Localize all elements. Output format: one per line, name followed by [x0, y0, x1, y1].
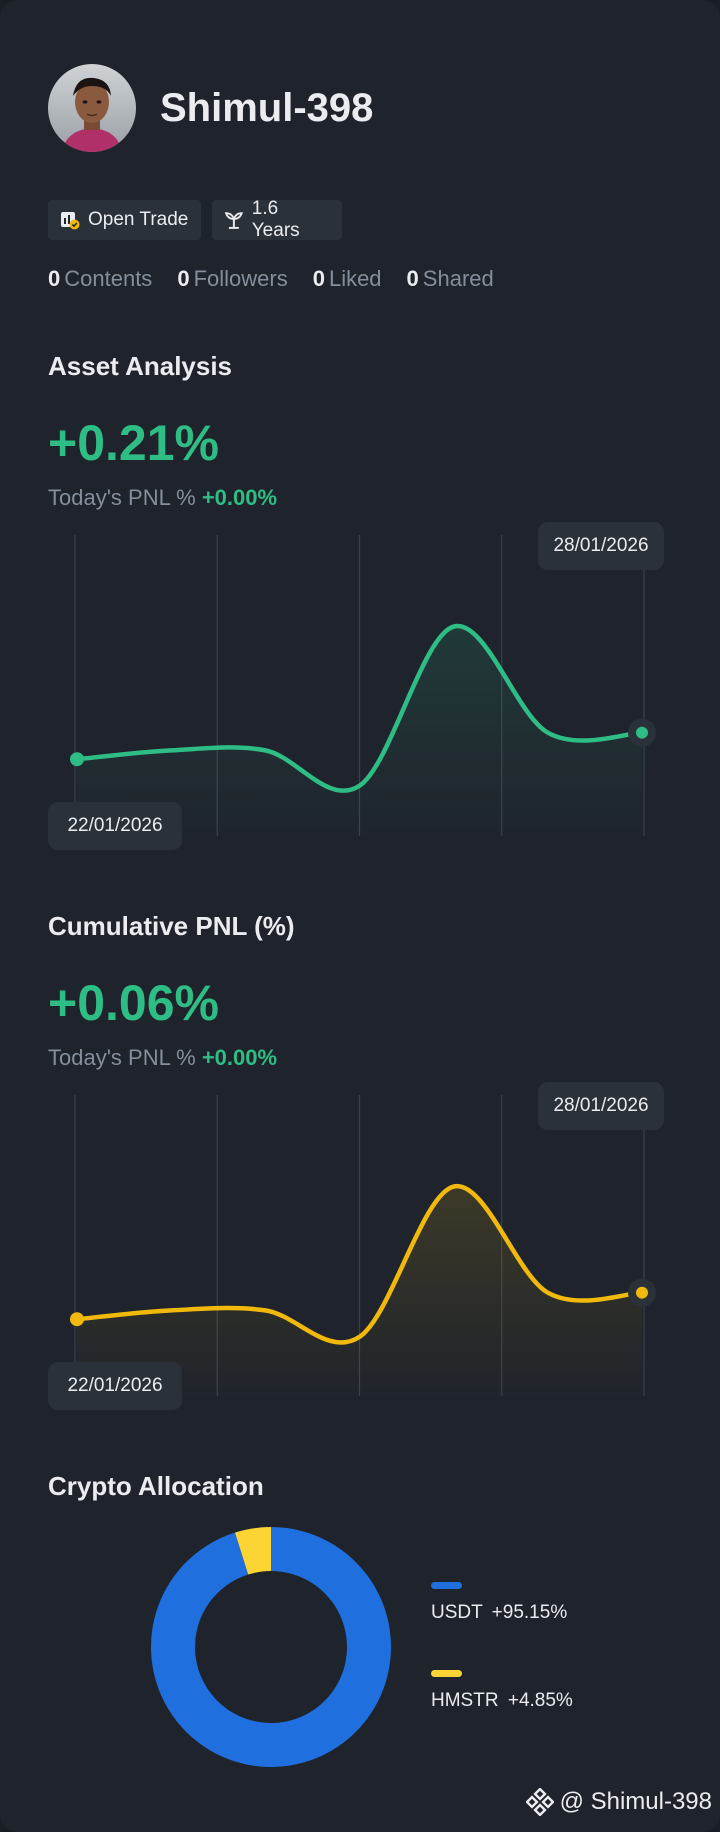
series-line — [74, 1184, 645, 1345]
legend-item-usdt: USDT +95.15% — [431, 1582, 567, 1625]
today-pnl-label: Today's PNL % — [48, 1045, 196, 1070]
stat-label: Contents — [64, 266, 153, 291]
legend-swatch — [431, 1670, 462, 1677]
cumulative-pnl-title: Cumulative PNL (%) — [48, 911, 295, 941]
legend-text: HMSTR +4.85% — [431, 1689, 573, 1713]
today-pnl-value: +0.00% — [201, 485, 278, 510]
chart-start-date: 22/01/2026 — [48, 1362, 182, 1410]
chart-start-date: 22/01/2026 — [48, 802, 182, 850]
chart-area — [77, 1186, 642, 1400]
stat-label: Shared — [422, 266, 494, 291]
stat-label: Followers — [193, 266, 288, 291]
sprout-icon — [224, 212, 244, 229]
chart-end-date: 28/01/2026 — [538, 522, 664, 570]
chart-area — [77, 625, 642, 840]
tag-label: Open Trade — [88, 209, 189, 230]
stat-liked[interactable]: 0 Liked — [313, 264, 382, 294]
legend-name: USDT — [431, 1602, 483, 1623]
legend-swatch — [431, 1582, 462, 1589]
tag-years[interactable]: 1.6 Years — [212, 198, 342, 241]
legend-text: USDT +95.15% — [431, 1601, 567, 1625]
stat-value: 0 — [406, 266, 419, 291]
open-trade-icon — [61, 212, 80, 230]
footer-handle: @ Shimul-398 — [559, 1788, 712, 1815]
tag-label: 1.6 Years — [251, 198, 300, 241]
tag-open-trade[interactable]: Open Trade — [48, 200, 201, 240]
cumulative-today-pnl: Today's PNL % +0.00% — [48, 1043, 277, 1073]
stat-contents[interactable]: 0 Contents — [48, 264, 152, 294]
cumulative-pnl-value: +0.06% — [48, 975, 219, 1031]
footer-watermark: @ Shimul-398 — [525, 1788, 712, 1816]
stat-value: 0 — [312, 266, 325, 291]
chart-end-point — [636, 1286, 648, 1299]
legend-pct: +95.15% — [491, 1602, 568, 1623]
stat-value: 0 — [177, 266, 190, 291]
legend-name: HMSTR — [431, 1690, 499, 1711]
legend-pct: +4.85% — [507, 1690, 573, 1711]
profile-name: Shimul-398 — [160, 86, 374, 130]
crypto-allocation-title: Crypto Allocation — [48, 1471, 264, 1501]
binance-logo-icon — [525, 1788, 554, 1816]
asset-today-pnl: Today's PNL % +0.00% — [48, 483, 277, 513]
stat-value: 0 — [48, 266, 61, 291]
chart-end-point — [636, 726, 648, 739]
legend-item-hmstr: HMSTR +4.85% — [431, 1670, 573, 1713]
asset-analysis-value: +0.21% — [48, 415, 219, 471]
stat-shared[interactable]: 0 Shared — [407, 264, 494, 294]
profile-stats: 0 Contents 0 Followers 0 Liked 0 Shared — [48, 264, 519, 294]
stat-followers[interactable]: 0 Followers — [177, 264, 287, 294]
chart-start-point — [70, 752, 84, 767]
avatar[interactable] — [48, 64, 136, 152]
donut-slice-hmstr[interactable] — [234, 1527, 271, 1575]
chart-start-point — [70, 1312, 84, 1327]
today-pnl-value: +0.00% — [201, 1045, 278, 1070]
today-pnl-label: Today's PNL % — [48, 485, 196, 510]
donut-slice-usdt[interactable] — [151, 1527, 391, 1767]
stat-label: Liked — [328, 266, 382, 291]
allocation-donut-chart[interactable] — [150, 1526, 392, 1768]
asset-analysis-title: Asset Analysis — [48, 351, 233, 381]
series-line — [74, 623, 645, 793]
asset-analysis-chart[interactable] — [0, 530, 720, 860]
chart-end-date: 28/01/2026 — [538, 1082, 664, 1130]
cumulative-pnl-chart[interactable] — [0, 1090, 720, 1420]
